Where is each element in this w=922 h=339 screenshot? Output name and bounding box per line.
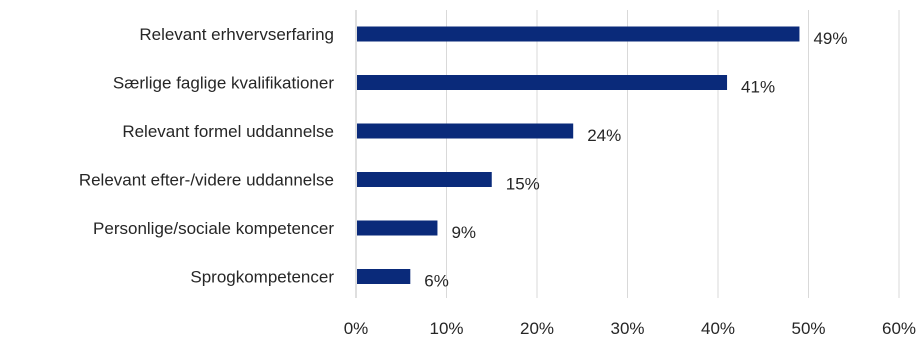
bars [357, 26, 800, 284]
category-label: Særlige faglige kvalifikationer [113, 74, 334, 93]
data-label: 41% [741, 78, 775, 97]
x-tick-label: 60% [882, 319, 916, 338]
data-label: 15% [506, 175, 540, 194]
x-tick-label: 30% [610, 319, 644, 338]
data-label: 49% [813, 29, 847, 48]
bar [357, 26, 800, 42]
data-label: 6% [424, 272, 449, 291]
category-label: Relevant erhvervserfaring [139, 25, 334, 44]
x-tick-labels: 0% 10% 20% 30% 40% 50% 60% [344, 319, 916, 338]
category-labels: Relevant erhvervserfaring Særlige faglige… [79, 25, 335, 287]
gridlines [446, 10, 900, 298]
category-label: Relevant formel uddannelse [122, 122, 334, 141]
data-labels: 49% 41% 24% 15% 9% 6% [424, 29, 847, 291]
x-tick-label: 20% [520, 319, 554, 338]
category-label: Relevant efter-/videre uddannelse [79, 171, 334, 190]
x-tick-label: 10% [429, 319, 463, 338]
bar [357, 220, 438, 236]
bar [357, 123, 574, 139]
bar [357, 75, 728, 90]
category-label: Personlige/sociale kompetencer [93, 219, 334, 238]
x-tick-label: 0% [344, 319, 369, 338]
data-label: 24% [587, 126, 621, 145]
bar [357, 269, 411, 284]
x-tick-label: 50% [791, 319, 825, 338]
data-label: 9% [451, 223, 476, 242]
bar [357, 172, 492, 187]
x-tick-label: 40% [701, 319, 735, 338]
category-label: Sprogkompetencer [190, 268, 334, 287]
